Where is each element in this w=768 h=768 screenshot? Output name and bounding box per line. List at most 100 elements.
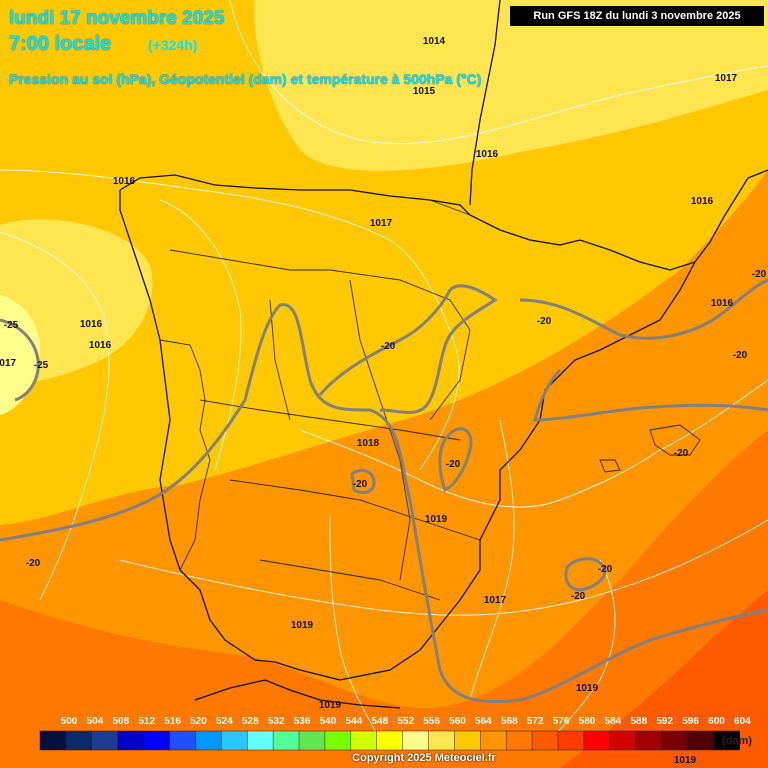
- legend-tick-label: 528: [242, 716, 259, 727]
- legend-tick-label: 520: [190, 716, 207, 727]
- isobar-label: 1016: [80, 319, 103, 330]
- legend-swatch: [350, 730, 378, 751]
- isobars: [0, 0, 768, 751]
- temperature-labels: -25 -25 -20 -20 -20 -20 -20 -20 -20 -20 …: [4, 269, 767, 602]
- legend-tick-label: 540: [320, 716, 337, 727]
- isobar-label: 1016: [711, 298, 734, 309]
- isobar-label: 1017: [0, 358, 17, 369]
- legend-tick-label: 580: [579, 716, 596, 727]
- legend-tick-label: 576: [553, 716, 570, 727]
- legend-tick-label: 572: [527, 716, 544, 727]
- legend-swatch: [428, 730, 456, 751]
- isobar-label: 1015: [413, 86, 436, 97]
- legend-swatch: [557, 730, 585, 751]
- legend-swatch: [143, 730, 171, 751]
- legend-tick-label: 564: [475, 716, 492, 727]
- legend-unit: (dam): [722, 735, 752, 747]
- borders: [159, 199, 701, 601]
- isobar-label: 1016: [691, 196, 714, 207]
- legend-swatch: [661, 730, 689, 751]
- isobar-label: 1019: [576, 683, 599, 694]
- band-568: [0, 170, 768, 768]
- legend-tick-label: 600: [708, 716, 725, 727]
- legend-tick-label: 568: [501, 716, 518, 727]
- isobar-label: 1017: [484, 595, 507, 606]
- legend-swatch: [635, 730, 663, 751]
- isotherm-label: -25: [34, 360, 49, 371]
- legend-swatch: [583, 730, 611, 751]
- copyright: Copyright 2025 Meteociel.fr: [352, 752, 496, 764]
- isobar-label: 1016: [476, 149, 499, 160]
- isobar-label: 1019: [319, 700, 342, 711]
- isotherm-label: -25: [4, 320, 19, 331]
- isobar-label: 1016: [113, 176, 136, 187]
- legend-swatch: [298, 730, 326, 751]
- isotherm-label: -20: [752, 269, 767, 280]
- isobar-label: 1019: [425, 514, 448, 525]
- legend-swatch: [324, 730, 352, 751]
- isotherm-label: -20: [674, 448, 689, 459]
- isotherm-label: -20: [733, 350, 748, 361]
- legend-swatch: [195, 730, 222, 751]
- isobar-label: 1014: [423, 36, 446, 47]
- legend-tick-label: 604: [734, 716, 751, 727]
- band-560: [254, 0, 768, 171]
- lead-time: (+324h): [148, 37, 198, 53]
- legend-tick-label: 592: [656, 716, 673, 727]
- legend-tick-label: 512: [138, 716, 155, 727]
- isotherm-label: -20: [571, 591, 586, 602]
- isotherms: [0, 278, 768, 704]
- legend-tick-label: 508: [112, 716, 129, 727]
- legend-swatch: [39, 730, 67, 751]
- legend-tick-label: 560: [449, 716, 466, 727]
- isotherm-label: -20: [353, 479, 368, 490]
- forecast-time: 7:00 locale: [9, 33, 112, 55]
- forecast-date: lundi 17 novembre 2025: [9, 8, 225, 29]
- isobar-label: 1019: [674, 755, 697, 766]
- legend-tick-label: 500: [61, 716, 78, 727]
- legend-tick-label: 584: [605, 716, 622, 727]
- legend-tick-label: 548: [371, 716, 388, 727]
- legend-swatch: [65, 730, 93, 751]
- legend-tick-label: 552: [397, 716, 414, 727]
- isotherm-label: -20: [537, 316, 552, 327]
- legend-swatch: [531, 730, 559, 751]
- legend-tick-label: 556: [423, 716, 440, 727]
- legend-tick-label: 524: [216, 716, 233, 727]
- legend-swatch: [376, 730, 404, 751]
- isobar-label: 1016: [89, 340, 112, 351]
- isotherm-label: -20: [446, 459, 461, 470]
- isotherm-label: -20: [381, 341, 396, 352]
- legend-swatch: [117, 730, 145, 751]
- band-572: [0, 430, 768, 768]
- legend-tick-label: 516: [164, 716, 181, 727]
- legend-swatch: [221, 730, 248, 751]
- run-info: Run GFS 18Z du lundi 3 novembre 2025: [510, 6, 764, 26]
- legend-tick-label: 536: [294, 716, 311, 727]
- legend-swatch: [480, 730, 507, 751]
- legend-tick-label: 504: [87, 716, 104, 727]
- legend-swatch: [91, 730, 119, 751]
- pressure-labels: 1014 1015 1017 1016 1016 1016 1017 1016 …: [0, 36, 738, 766]
- legend-swatch: [272, 730, 300, 751]
- legend-swatch: [454, 730, 481, 751]
- band-576: [560, 590, 768, 768]
- legend-swatch: [609, 730, 637, 751]
- isotherm-label: -20: [26, 558, 41, 569]
- legend-tick-label: 588: [630, 716, 647, 727]
- isobar-label: 1017: [715, 73, 738, 84]
- isobar-label: 1018: [357, 438, 380, 449]
- legend-swatch: [505, 730, 533, 751]
- legend-tick-label: 532: [268, 716, 285, 727]
- isotherm-label: -20: [598, 564, 613, 575]
- legend-swatch: [713, 730, 740, 751]
- legend-swatch: [246, 730, 274, 751]
- isobar-label: 1017: [370, 218, 393, 229]
- isobar-label: 1019: [291, 620, 314, 631]
- legend-tick-label: 596: [682, 716, 699, 727]
- legend-swatch: [687, 730, 715, 751]
- legend-scale: 500 504 508 512 516 520 524 528 532 536 540 544 548 5…: [39, 716, 751, 751]
- map-subtitle: Pression au sol (hPa), Géopotentiel (dam…: [9, 71, 482, 87]
